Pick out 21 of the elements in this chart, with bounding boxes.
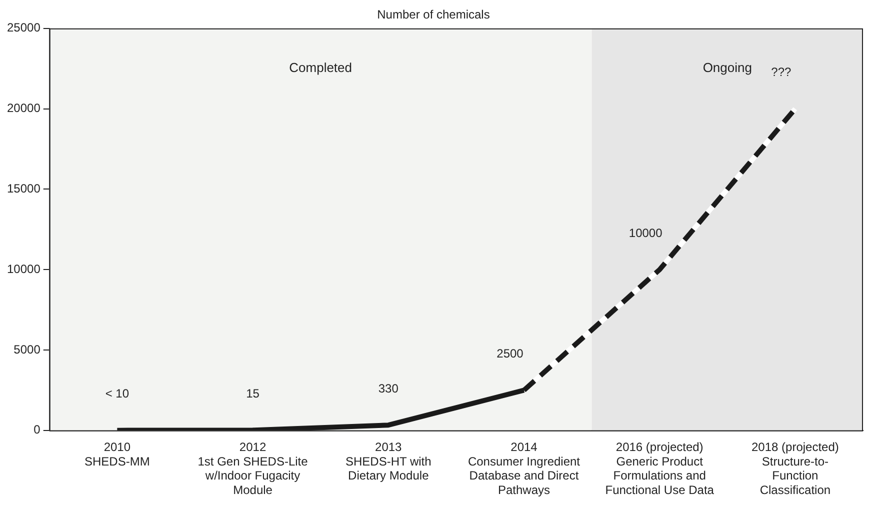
- data-label: ???: [771, 65, 792, 80]
- y-tick-label: 10000: [6, 262, 41, 276]
- data-label: 2500: [496, 346, 524, 361]
- x-tick-label: 2012 1st Gen SHEDS-Lite w/Indoor Fugacity Module: [198, 440, 308, 498]
- data-label: 10000: [628, 226, 663, 240]
- x-tick-label: 2013 SHEDS-HT with Dietary Module: [345, 440, 432, 483]
- x-tick-label: 2016 (projected) Generic Product Formulations and Functional Use Data: [605, 440, 714, 498]
- y-tick-label: 0: [34, 422, 41, 437]
- data-label: 330: [378, 381, 399, 396]
- data-label: < 10: [105, 386, 130, 401]
- y-tick-label: 20000: [6, 101, 41, 116]
- chart-title: Number of chemicals: [377, 8, 490, 22]
- y-tick-label: 25000: [6, 20, 41, 35]
- y-tick-label: 15000: [6, 182, 41, 196]
- band-label: Ongoing: [702, 60, 752, 75]
- data-label: 15: [246, 386, 260, 400]
- x-tick-label: 2014 Consumer Ingredient Database and Direct Pathways: [468, 440, 581, 498]
- band-label: Completed: [289, 60, 352, 75]
- x-tick-label: 2018 (projected) Structure-to- Function Classification: [752, 440, 839, 498]
- x-tick-label: 2010 SHEDS-MM: [84, 440, 150, 468]
- y-tick-label: 5000: [14, 342, 41, 356]
